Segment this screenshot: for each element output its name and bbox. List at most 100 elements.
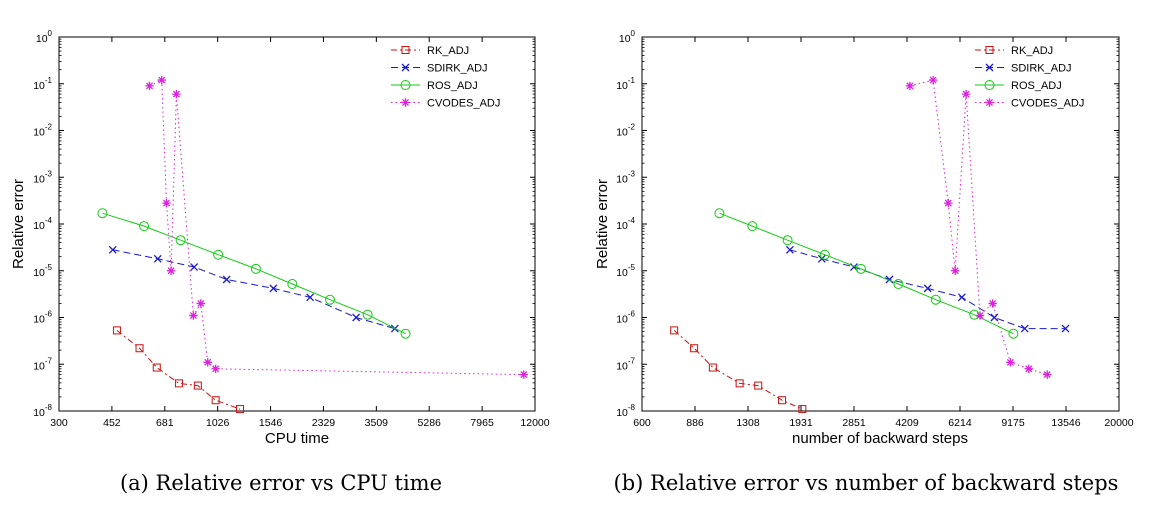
series-cvodes-adj	[905, 75, 1052, 379]
y-tick-label: 100	[36, 29, 53, 45]
data-point	[855, 263, 866, 274]
x-tick-label: 600	[633, 417, 651, 429]
data-point	[269, 284, 278, 293]
data-point	[905, 81, 915, 91]
y-axis-label: Relative error	[10, 179, 27, 269]
x-tick-label: 20000	[1104, 417, 1133, 429]
data-point	[287, 279, 298, 290]
data-point	[213, 249, 224, 260]
y-tick-label: 10-6	[616, 310, 635, 326]
x-tick-label: 6214	[948, 417, 972, 429]
x-tick-label: 1546	[259, 417, 283, 429]
y-tick-label: 10-8	[616, 403, 635, 419]
x-tick-label: 2329	[312, 417, 336, 429]
series-sdirk-adj	[785, 245, 1070, 333]
legend-label: RK_ADJ	[1011, 45, 1053, 57]
x-tick-label: 300	[50, 417, 68, 429]
data-point	[190, 263, 199, 272]
data-point	[690, 344, 699, 353]
data-point	[236, 405, 245, 414]
y-tick-label: 10-4	[33, 216, 52, 232]
panel-a: 300 452 681 1026 1546 2329 3509 5286 7965 12000 10…	[10, 29, 550, 495]
data-point	[670, 326, 679, 335]
data-point	[957, 293, 966, 302]
x-tick-label: 3509	[365, 417, 389, 429]
data-point	[782, 235, 793, 246]
legend-label: ROS_ADJ	[1011, 80, 1062, 92]
data-point	[162, 198, 171, 208]
y-tick-label: 10-6	[33, 310, 52, 326]
data-point	[817, 254, 826, 263]
data-point	[944, 198, 953, 208]
x-tick-label: 1931	[789, 417, 813, 429]
data-point	[139, 221, 150, 232]
legend-marker	[401, 98, 410, 107]
data-point	[306, 293, 315, 302]
data-point	[785, 245, 794, 254]
legend-marker	[400, 80, 411, 90]
data-point	[798, 405, 807, 414]
data-point	[108, 245, 117, 254]
series-line	[673, 330, 803, 410]
data-point	[1008, 328, 1019, 339]
data-point	[222, 275, 231, 284]
data-point	[174, 379, 183, 388]
legend-marker	[401, 63, 410, 72]
y-tick-label: 10-5	[33, 263, 52, 279]
data-point	[1061, 324, 1070, 333]
x-tick-label: 452	[103, 417, 121, 429]
data-point	[189, 311, 198, 320]
y-tick-label: 10-7	[33, 356, 52, 372]
data-point	[324, 294, 335, 305]
legend-label: SDIRK_ADJ	[427, 63, 488, 75]
data-point	[923, 284, 932, 293]
y-tick-label: 100	[619, 29, 636, 45]
series-line	[116, 330, 241, 410]
data-point	[112, 326, 121, 335]
data-point	[152, 363, 161, 372]
data-point	[1020, 324, 1029, 333]
data-point	[211, 396, 220, 405]
legend-label: CVODES_ADJ	[1011, 98, 1084, 110]
x-tick-label: 1026	[206, 417, 230, 429]
series-rk-adj	[112, 326, 245, 414]
data-point	[196, 299, 205, 308]
data-point	[735, 379, 744, 388]
x-tick-label: 5286	[418, 417, 442, 429]
data-point	[928, 75, 938, 85]
x-tick-label: 7965	[470, 417, 494, 429]
data-point	[193, 381, 202, 390]
legend-label: SDIRK_ADJ	[1011, 63, 1072, 75]
series-ros-adj	[97, 208, 411, 339]
data-point	[145, 81, 154, 91]
data-point	[990, 313, 999, 322]
y-tick-label: 10-8	[33, 403, 52, 419]
y-tick-label: 10-5	[616, 263, 635, 279]
data-point	[250, 263, 261, 274]
data-point	[754, 381, 763, 390]
y-tick-label: 10-4	[616, 216, 635, 232]
data-point	[988, 299, 997, 308]
x-axis-label: CPU time	[265, 430, 329, 447]
x-tick-label: 2851	[842, 417, 866, 429]
data-point	[203, 358, 212, 367]
data-point	[175, 235, 186, 246]
x-tick-label: 9175	[1001, 417, 1025, 429]
data-point	[714, 208, 725, 219]
legend-marker	[984, 80, 995, 90]
series-line	[909, 79, 1048, 376]
legend-marker	[401, 46, 410, 54]
x-tick-label: 681	[156, 417, 174, 429]
y-tick-label: 10-3	[33, 169, 52, 185]
data-point	[97, 208, 108, 219]
x-tick-label: 886	[686, 417, 704, 429]
data-point	[362, 309, 373, 320]
data-point	[1006, 358, 1015, 367]
legend-marker	[985, 63, 994, 72]
legend-marker	[985, 46, 994, 54]
data-point	[157, 75, 166, 85]
data-point	[135, 344, 144, 353]
legend-label: CVODES_ADJ	[427, 98, 500, 110]
y-tick-label: 10-2	[616, 123, 635, 139]
y-tick-label: 10-2	[33, 123, 52, 139]
